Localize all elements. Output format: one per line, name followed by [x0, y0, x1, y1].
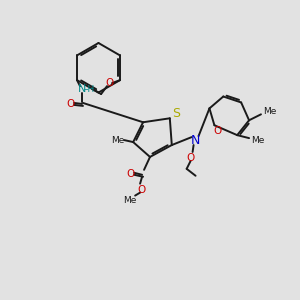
Text: –H: –H — [83, 85, 94, 94]
Text: Me: Me — [112, 136, 125, 145]
Text: O: O — [126, 169, 134, 179]
Text: N: N — [78, 84, 86, 94]
Text: O: O — [213, 126, 221, 136]
Text: Me: Me — [263, 107, 277, 116]
Text: S: S — [172, 107, 180, 120]
Text: Me: Me — [124, 196, 137, 205]
Text: O: O — [187, 153, 195, 163]
Text: O: O — [137, 184, 145, 195]
Text: O: O — [105, 78, 113, 88]
Text: Me: Me — [251, 136, 265, 145]
Text: O: O — [66, 99, 74, 109]
Text: N: N — [191, 134, 200, 147]
